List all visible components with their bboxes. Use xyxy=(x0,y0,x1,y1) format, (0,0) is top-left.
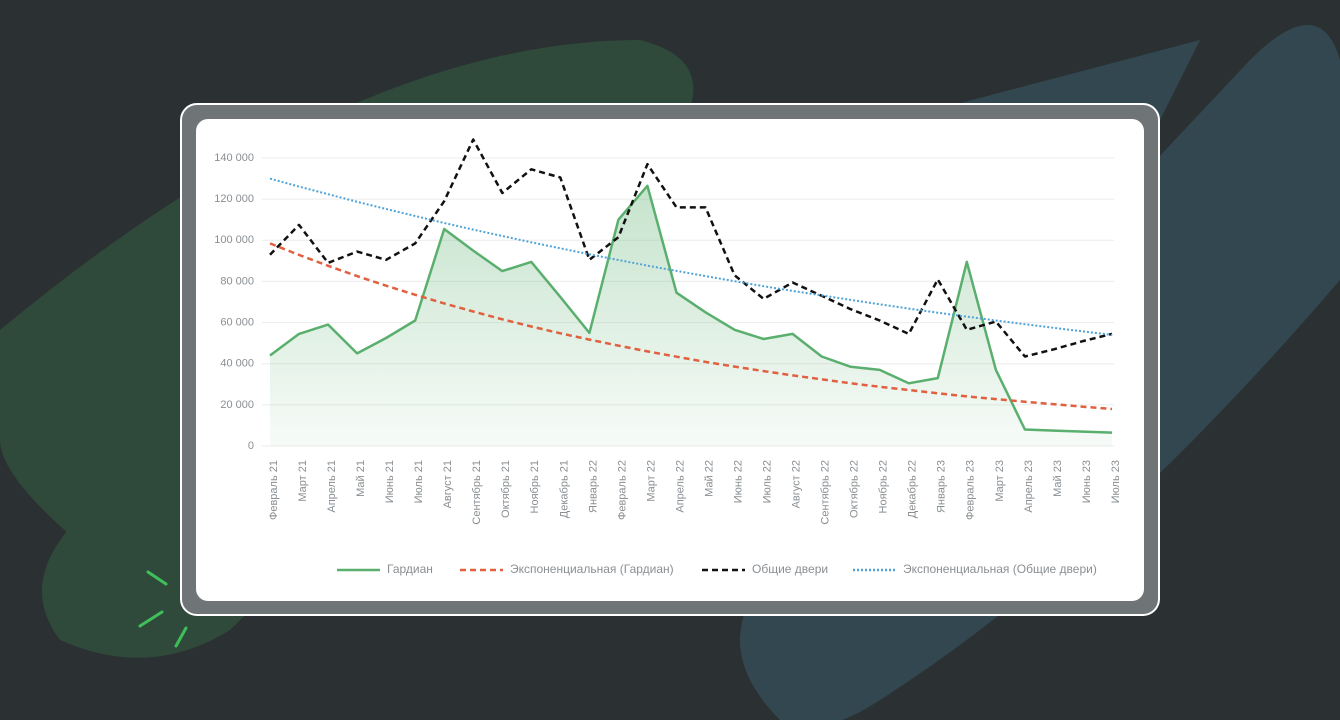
y-tick-label: 20 000 xyxy=(220,399,254,411)
x-tick-label: Май 21 xyxy=(355,460,367,497)
x-tick-label: Декабрь 21 xyxy=(558,460,570,518)
legend-label: Гардиан xyxy=(387,562,433,576)
x-tick-label: Ноябрь 21 xyxy=(529,460,541,513)
x-tick-label: Сентябрь 22 xyxy=(820,460,832,525)
legend-label: Экспоненциальная (Гардиан) xyxy=(510,562,674,576)
series-line xyxy=(269,177,1113,336)
x-tick-label: Февраль 23 xyxy=(965,460,977,520)
x-tick-label: Апрель 21 xyxy=(326,460,338,513)
x-tick-label: Ноябрь 22 xyxy=(878,460,890,513)
x-tick-label: Февраль 21 xyxy=(268,460,280,520)
x-tick-label: Май 23 xyxy=(1052,460,1064,497)
x-tick-label: Август 21 xyxy=(442,460,454,508)
x-tick-label: Июнь 22 xyxy=(732,460,744,503)
x-tick-label: Февраль 22 xyxy=(616,460,628,520)
x-tick-label: Июль 21 xyxy=(413,460,425,503)
x-tick-label: Апрель 22 xyxy=(674,460,686,513)
series-line xyxy=(269,242,1113,411)
y-tick-label: 40 000 xyxy=(220,358,254,370)
x-tick-label: Октябрь 21 xyxy=(500,460,512,518)
y-tick-label: 60 000 xyxy=(220,316,254,328)
x-tick-label: Октябрь 22 xyxy=(849,460,861,518)
legend-label: Общие двери xyxy=(752,562,828,576)
y-tick-label: 120 000 xyxy=(214,193,254,205)
x-tick-label: Январь 22 xyxy=(587,460,599,513)
x-tick-label: Август 22 xyxy=(791,460,803,508)
x-tick-label: Июль 23 xyxy=(1110,460,1122,503)
x-tick-label: Март 21 xyxy=(297,460,309,502)
x-tick-label: Март 23 xyxy=(994,460,1006,502)
x-tick-label: Июнь 23 xyxy=(1081,460,1093,503)
y-tick-label: 100 000 xyxy=(214,234,254,246)
y-tick-label: 0 xyxy=(248,440,254,452)
legend-label: Экспоненциальная (Общие двери) xyxy=(903,562,1097,576)
x-tick-label: Май 22 xyxy=(703,460,715,497)
y-tick-label: 140 000 xyxy=(214,152,254,164)
x-tick-label: Март 22 xyxy=(645,460,657,502)
series-line xyxy=(269,138,1113,358)
x-tick-label: Июль 22 xyxy=(761,460,773,503)
x-tick-label: Июнь 21 xyxy=(384,460,396,503)
x-tick-label: Сентябрь 21 xyxy=(471,460,483,525)
series-line xyxy=(269,184,1113,434)
plot: 0 20 000 40 000 60 000 80 000 100 000 120 000 1… xyxy=(214,138,1122,576)
x-tick-label: Апрель 23 xyxy=(1023,460,1035,513)
legend: Гардиан Экспоненциальная (Гардиан) Общие д… xyxy=(337,562,1097,576)
x-tick-label: Декабрь 22 xyxy=(907,460,919,518)
y-tick-label: 80 000 xyxy=(220,275,254,287)
x-tick-label: Январь 23 xyxy=(936,460,948,513)
